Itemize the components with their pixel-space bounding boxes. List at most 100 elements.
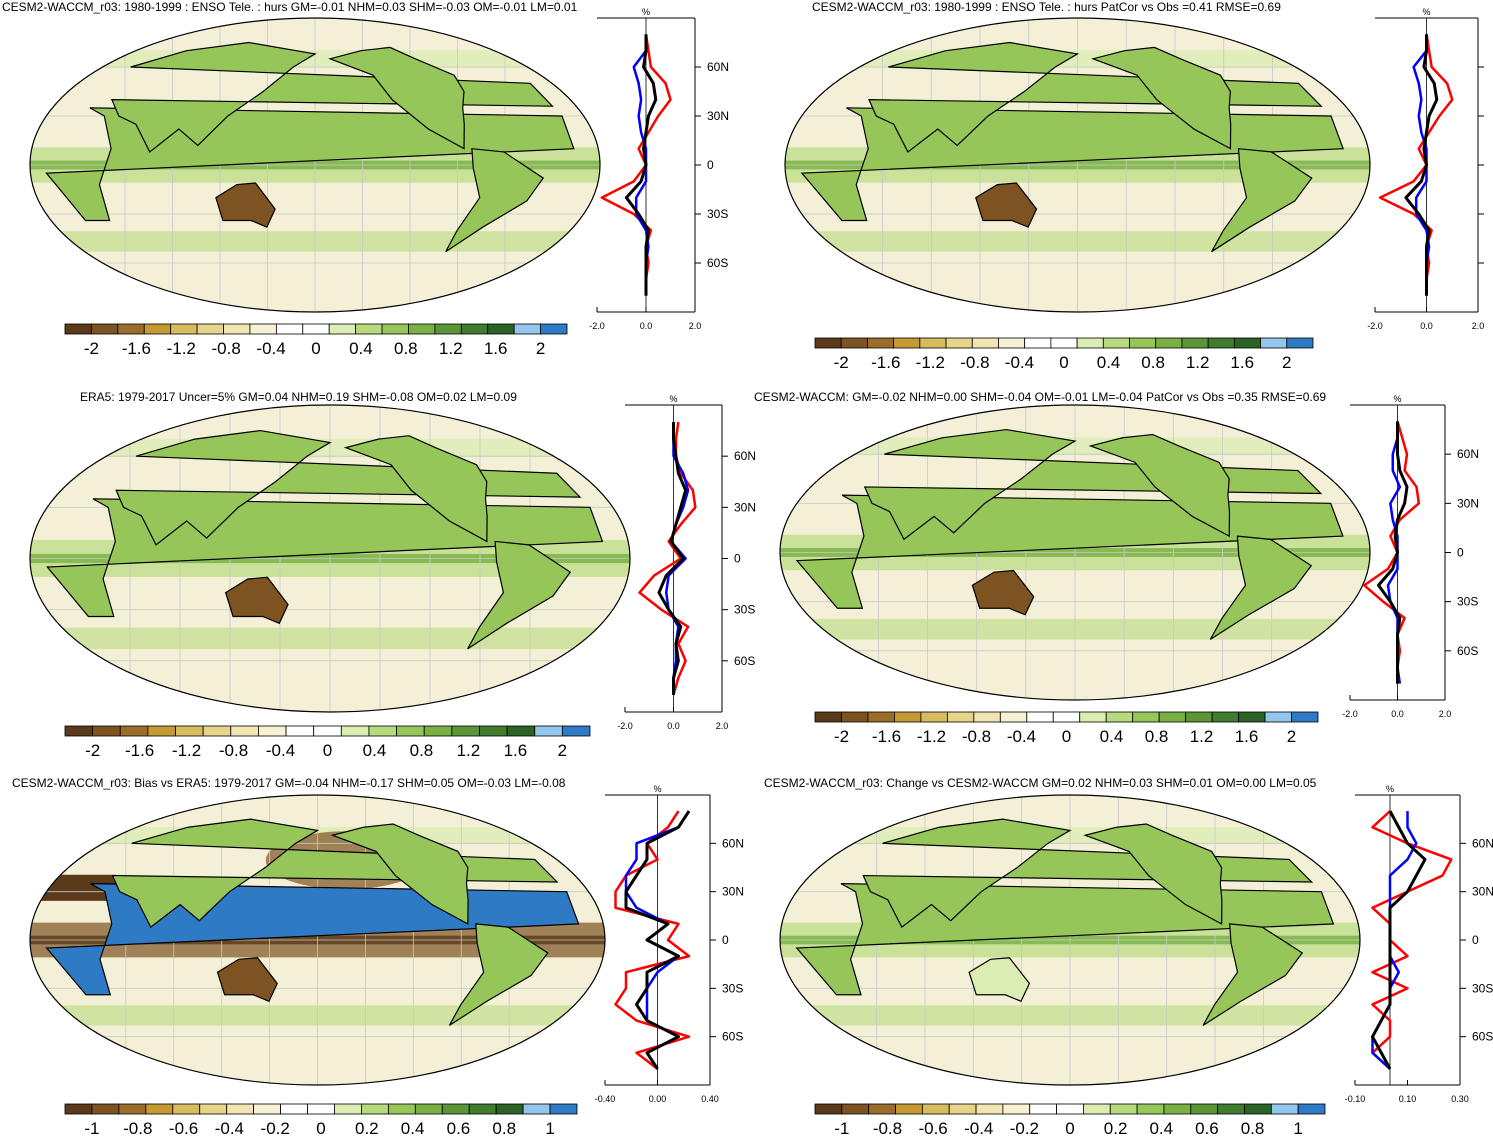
panel-era5: ERA5: 1979-2017 Uncer=5% GM=0.04 NHM=0.1… bbox=[29, 390, 756, 760]
colorbar-label: -1.6 bbox=[125, 741, 154, 760]
x-unit: % bbox=[653, 784, 661, 794]
colorbar-label: -0.8 bbox=[123, 1119, 152, 1137]
colorbar-label: 1.2 bbox=[1190, 727, 1214, 746]
x-tick-label: 0.0 bbox=[1391, 709, 1404, 719]
colorbar-swatch bbox=[355, 323, 383, 335]
lat-label: 0 bbox=[1457, 546, 1464, 560]
colorbar-label: -0.8 bbox=[219, 741, 248, 760]
continent-eurasia bbox=[862, 818, 1314, 929]
x-tick-label: 2.0 bbox=[716, 721, 729, 731]
continent-australia bbox=[975, 182, 1038, 228]
colorbar-swatch bbox=[387, 1103, 416, 1115]
colorbar-swatch bbox=[1207, 337, 1235, 349]
continent-samerica bbox=[448, 923, 549, 1026]
colorbar-swatch bbox=[196, 323, 224, 335]
colorbar-label: 1.6 bbox=[1235, 727, 1259, 746]
continent-australia bbox=[968, 957, 1031, 1002]
colorbar-swatch bbox=[1270, 1103, 1299, 1115]
continent-namerica bbox=[343, 435, 488, 543]
colorbar-swatch bbox=[468, 1103, 497, 1115]
series-line-black bbox=[1377, 421, 1409, 684]
colorbar-swatch bbox=[328, 323, 357, 335]
map-outline bbox=[29, 794, 606, 1086]
colorbar-label: 0.8 bbox=[1145, 727, 1169, 746]
colorbar-swatch bbox=[540, 323, 568, 335]
colorbar-label: -0.4 bbox=[256, 339, 285, 358]
colorbar-swatch bbox=[1286, 337, 1314, 349]
colorbar-label: -0.8 bbox=[960, 353, 989, 372]
map-field bbox=[30, 18, 600, 312]
colorbar-swatch bbox=[1129, 337, 1157, 349]
colorbar: -2 -1.6 -1.2 -0.8 -0.4 0 0.4 0.8 1.2 1.6 2 bbox=[814, 711, 1319, 746]
colorbar-swatch bbox=[441, 1103, 470, 1115]
continent-eurasia bbox=[111, 818, 559, 929]
colorbar-swatch bbox=[91, 1103, 120, 1115]
map-outline bbox=[779, 794, 1361, 1086]
map-outline bbox=[784, 17, 1371, 313]
panel-model-enso: CESM2-WACCM_r03: 1980-1999 : ENSO Tele. … bbox=[2, 0, 729, 358]
colorbar-label: 0.6 bbox=[447, 1119, 471, 1137]
map-outline bbox=[29, 404, 631, 713]
colorbar-swatch bbox=[506, 725, 536, 737]
colorbar-swatch bbox=[368, 725, 397, 737]
colorbar-label: -2 bbox=[84, 339, 99, 358]
colorbar-swatch bbox=[971, 337, 999, 349]
colorbar-swatch bbox=[253, 1103, 281, 1115]
x-tick-label: 0.0 bbox=[640, 321, 653, 331]
colorbar-label: 1.2 bbox=[439, 339, 463, 358]
colorbar-swatch bbox=[172, 1103, 201, 1115]
colorbar-swatch bbox=[868, 1103, 896, 1115]
colorbar-swatch bbox=[1163, 1103, 1192, 1115]
colorbar-swatch bbox=[1155, 337, 1183, 349]
zonal-mean-plot: % 60N 30N 0 30S 60S -2.0 0.0 2.0 bbox=[589, 7, 729, 331]
x-tick-label: 0.00 bbox=[649, 1094, 667, 1104]
colorbar-swatch bbox=[143, 323, 172, 335]
colorbar-swatch bbox=[381, 323, 409, 335]
colorbar-label: 0 bbox=[1062, 727, 1071, 746]
x-tick-label: 0.40 bbox=[701, 1094, 719, 1104]
colorbar-swatch bbox=[1056, 1103, 1084, 1115]
colorbar-swatch bbox=[1190, 1103, 1219, 1115]
colorbar-swatch bbox=[199, 1103, 228, 1115]
colorbar-swatch bbox=[1079, 711, 1107, 723]
colorbar-label: -0.2 bbox=[1010, 1119, 1039, 1137]
colorbar-swatch bbox=[226, 1103, 255, 1115]
colorbar-label: 0 bbox=[323, 741, 332, 760]
zonal-mean-plot: % 60N 30N 0 30S 60S -2.0 0.0 2.0 bbox=[1342, 394, 1479, 719]
colorbar-label: -0.8 bbox=[212, 339, 241, 358]
colorbar-swatch bbox=[408, 323, 436, 335]
colorbar-swatch bbox=[64, 323, 92, 335]
colorbar-swatch bbox=[434, 323, 462, 335]
colorbar-swatch bbox=[285, 725, 315, 737]
zonal-mean-plot: % 60N 30N 0 30S 60S -0.40 0.00 0.40 bbox=[595, 784, 744, 1104]
colorbar-swatch bbox=[1105, 711, 1134, 723]
map-field bbox=[780, 405, 1370, 700]
lat-label: 60N bbox=[722, 836, 744, 850]
colorbar-swatch bbox=[1109, 1103, 1138, 1115]
colorbar-swatch bbox=[522, 1103, 551, 1115]
colorbar-swatch bbox=[1244, 1103, 1272, 1115]
colorbar-swatch bbox=[1211, 711, 1239, 723]
colorbar-swatch bbox=[495, 1103, 524, 1115]
lat-label: 30N bbox=[734, 500, 756, 514]
x-tick-label: -2.0 bbox=[617, 721, 633, 731]
lat-label: 30S bbox=[722, 981, 743, 995]
colorbar-label: -0.8 bbox=[962, 727, 991, 746]
colorbar-label: 0.8 bbox=[1241, 1119, 1265, 1137]
map-outline bbox=[779, 404, 1371, 701]
colorbar-swatch bbox=[895, 1103, 923, 1115]
panel-title: CESM2-WACCM_r03: Change vs CESM2-WACCM G… bbox=[764, 776, 1317, 790]
colorbar-swatch bbox=[1185, 711, 1213, 723]
series-line-blue bbox=[1371, 811, 1418, 1070]
series-line-black bbox=[624, 34, 658, 296]
colorbar-label: 0.4 bbox=[349, 339, 373, 358]
continent-australia bbox=[224, 576, 289, 625]
colorbar-label: 0.4 bbox=[401, 1119, 425, 1137]
continent-samerica bbox=[467, 540, 572, 650]
series-line-black bbox=[624, 810, 691, 1070]
colorbar-swatch bbox=[423, 725, 453, 737]
panel-title: CESM2-WACCM_r03: Bias vs ERA5: 1979-2017… bbox=[12, 776, 566, 790]
colorbar-label: 0.4 bbox=[1149, 1119, 1173, 1137]
continent-eurasia bbox=[110, 41, 554, 153]
colorbar-swatch bbox=[1158, 711, 1187, 723]
